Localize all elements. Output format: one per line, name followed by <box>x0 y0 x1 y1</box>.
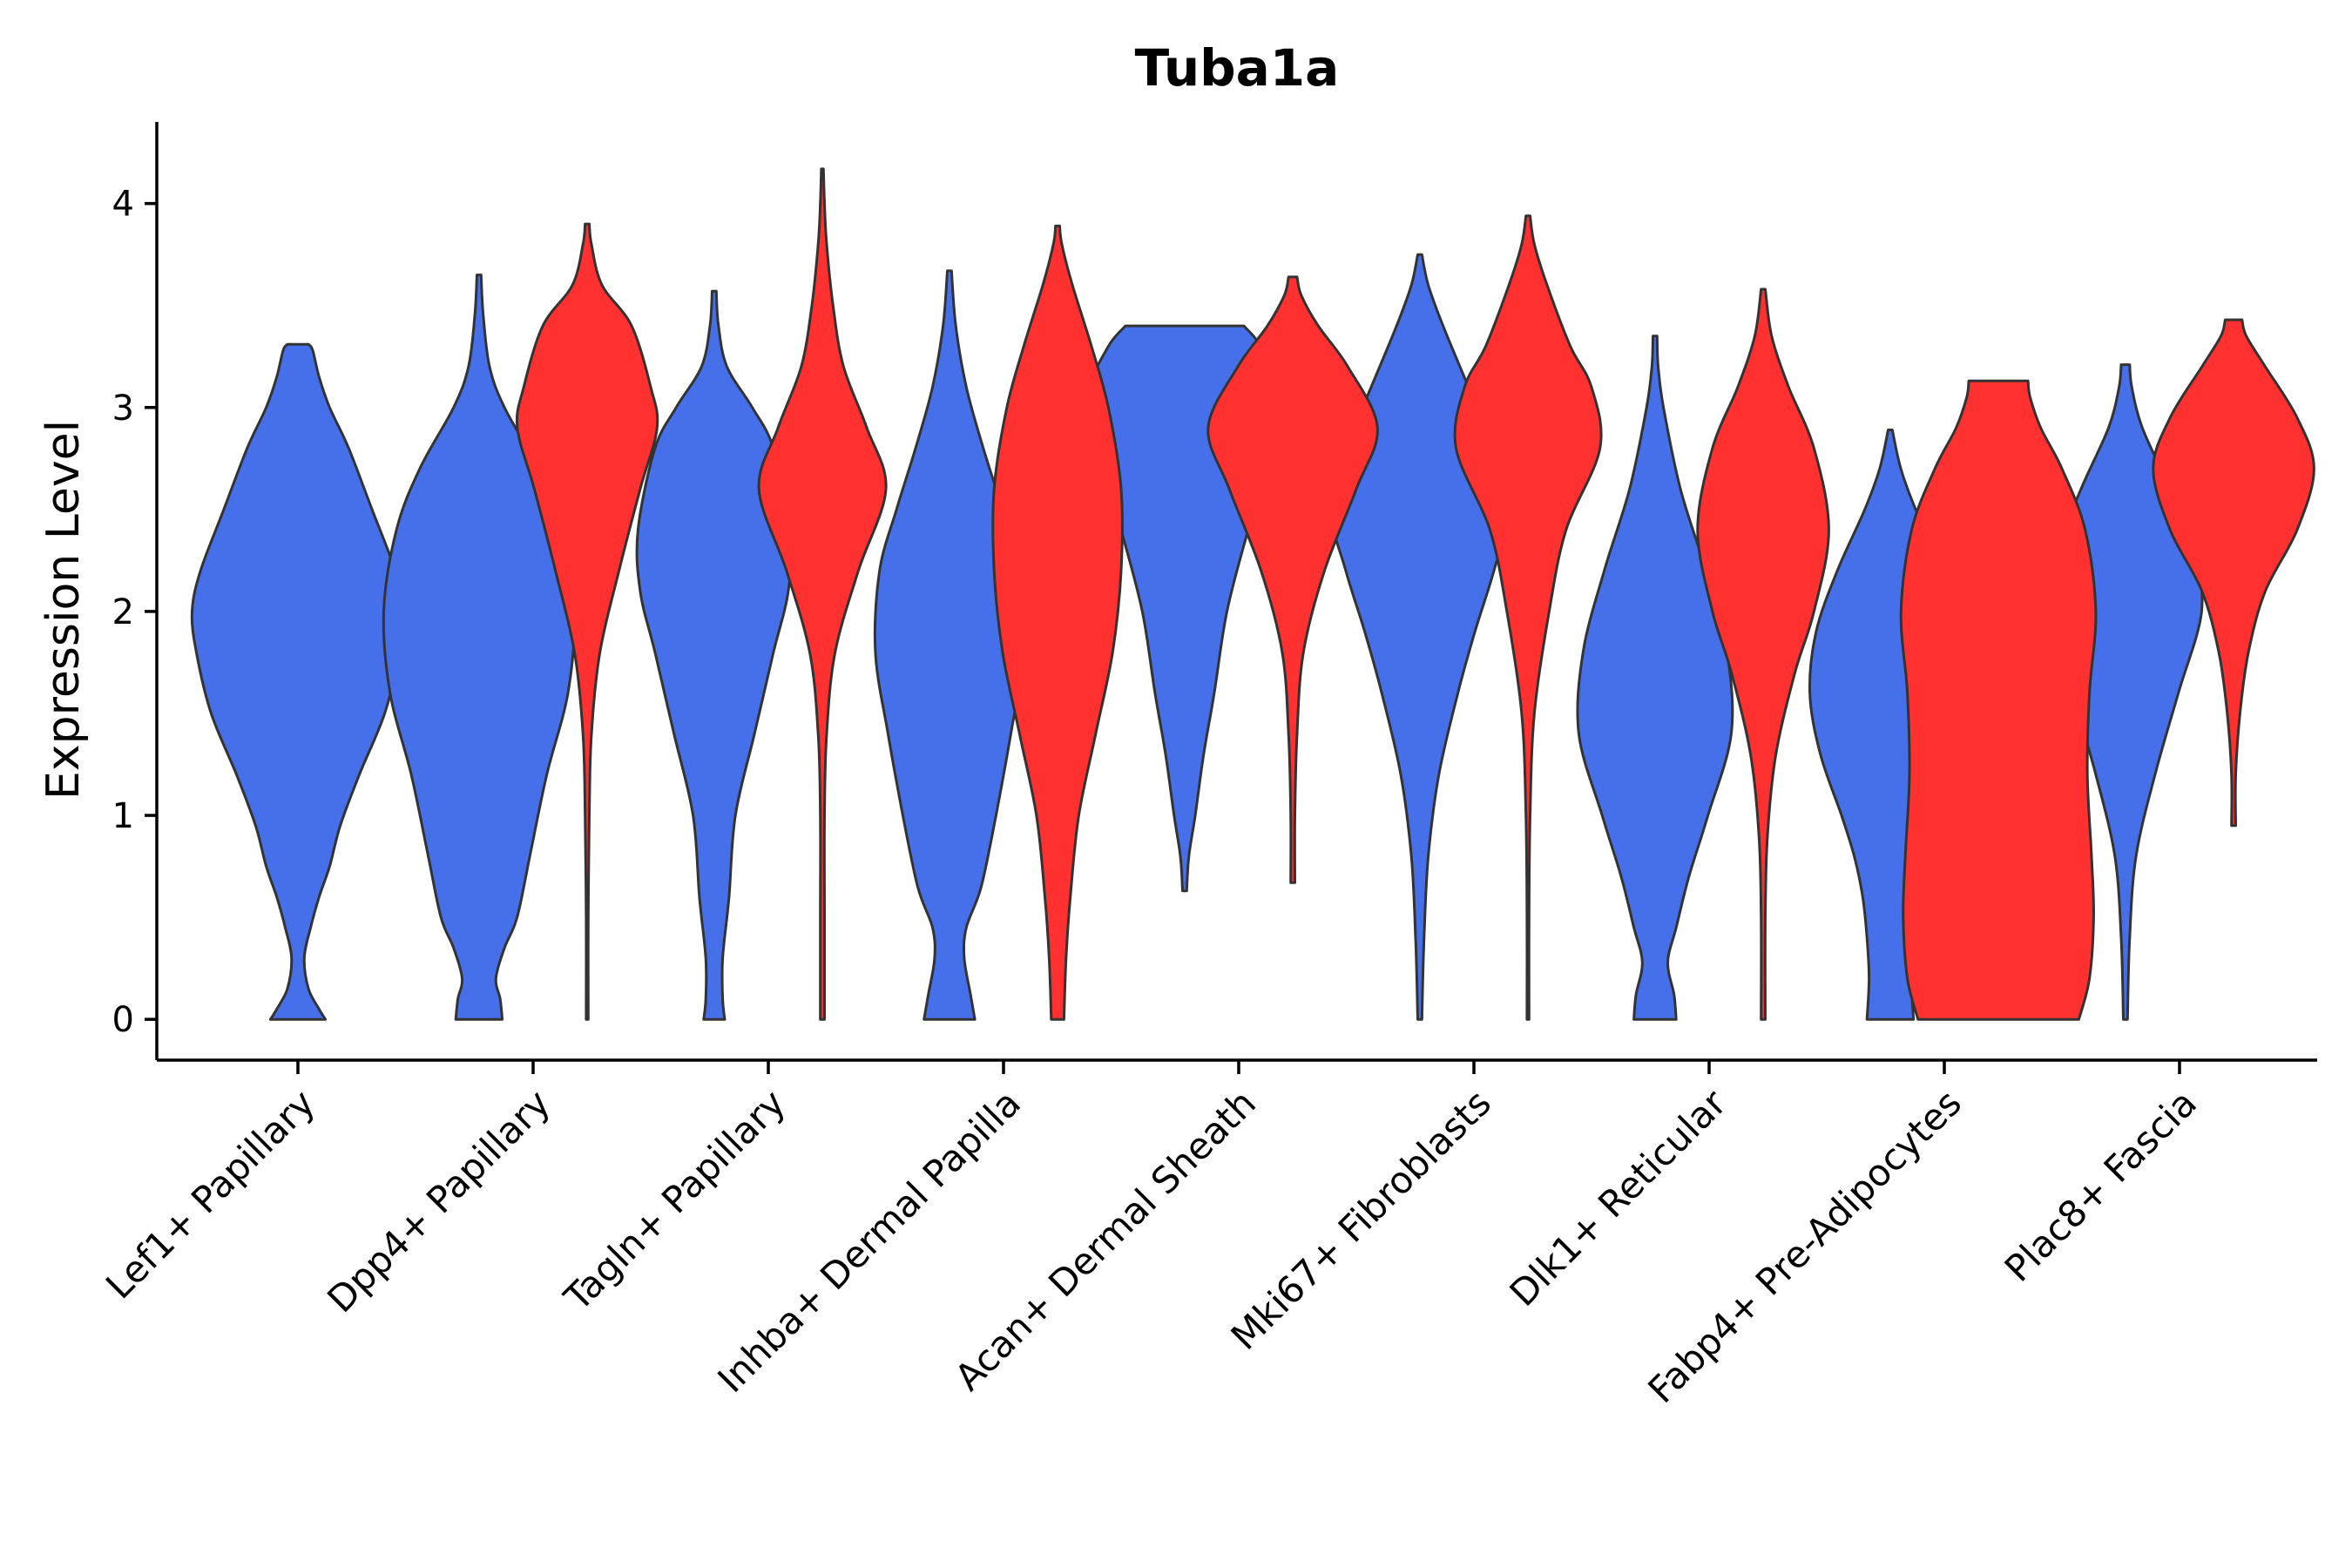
violin-group-red-fabp4-pre-adipocytes <box>1899 379 2098 1021</box>
violin-group-red-tagln-papillary <box>757 167 888 1021</box>
violin-group-red-acan-dermal-sheath <box>1206 275 1379 884</box>
violin-group-blue-plac8-fascia <box>2047 363 2204 1021</box>
violin-group-blue-dlk1-reticular <box>1576 335 1734 1021</box>
y-tick-label: 1 <box>112 796 134 836</box>
violin-group-red-inhba-dermal-papilla <box>991 224 1124 1021</box>
y-axis-ticks: 0 1 2 3 4 <box>112 185 157 1040</box>
y-tick-label: 0 <box>112 1000 134 1040</box>
x-tick-label: Dlk1+ Reticular <box>1502 1081 1735 1315</box>
violin-group-red-dlk1-reticular <box>1696 287 1830 1021</box>
violin-group-blue-lef1-papillary <box>190 342 406 1021</box>
violin-group-blue-inhba-dermal-papilla <box>873 269 1025 1021</box>
violin-layer <box>190 167 2315 1021</box>
y-tick-label: 2 <box>112 592 134 632</box>
x-tick-label: Lef1+ Papillary <box>98 1081 323 1307</box>
violin-group-red-plac8-fascia <box>2152 318 2315 828</box>
x-tick-label: Tagln+ Papillary <box>556 1081 794 1319</box>
x-tick-label: Dpp4+ Papillary <box>319 1081 558 1321</box>
x-tick-label: Plac8+ Fascia <box>1997 1081 2205 1289</box>
chart-title: Tuba1a <box>1135 38 1340 98</box>
violin-group-red-mki67-fibroblasts <box>1453 214 1603 1021</box>
y-axis-title: Expression Level <box>37 420 90 800</box>
violin-group-blue-tagln-papillary <box>635 289 794 1021</box>
x-tick-label: Mki67+ Fibroblasts <box>1223 1081 1499 1357</box>
violin-group-red-dpp4-papillary <box>515 222 659 1021</box>
y-tick-label: 4 <box>112 185 134 225</box>
y-tick-label: 3 <box>112 389 134 429</box>
